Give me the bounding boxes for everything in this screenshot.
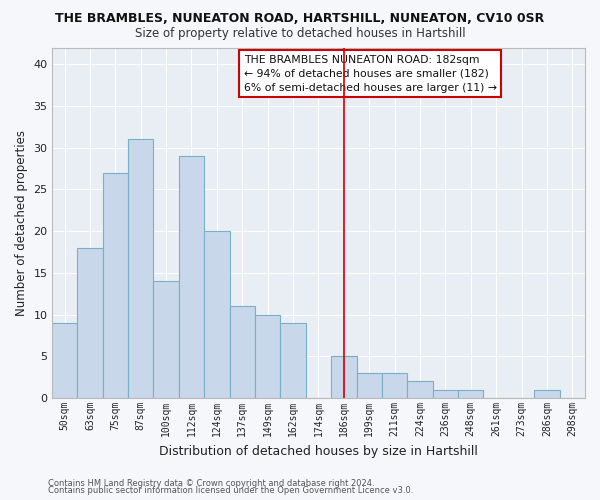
- Text: THE BRAMBLES, NUNEATON ROAD, HARTSHILL, NUNEATON, CV10 0SR: THE BRAMBLES, NUNEATON ROAD, HARTSHILL, …: [55, 12, 545, 26]
- Text: THE BRAMBLES NUNEATON ROAD: 182sqm
← 94% of detached houses are smaller (182)
6%: THE BRAMBLES NUNEATON ROAD: 182sqm ← 94%…: [244, 54, 497, 92]
- Bar: [52, 323, 77, 398]
- X-axis label: Distribution of detached houses by size in Hartshill: Distribution of detached houses by size …: [159, 444, 478, 458]
- Text: Size of property relative to detached houses in Hartshill: Size of property relative to detached ho…: [134, 28, 466, 40]
- Bar: [356, 373, 382, 398]
- Bar: [280, 323, 306, 398]
- Bar: [534, 390, 560, 398]
- Bar: [458, 390, 484, 398]
- Y-axis label: Number of detached properties: Number of detached properties: [15, 130, 28, 316]
- Bar: [433, 390, 458, 398]
- Bar: [382, 373, 407, 398]
- Text: Contains public sector information licensed under the Open Government Licence v3: Contains public sector information licen…: [48, 486, 413, 495]
- Text: Contains HM Land Registry data © Crown copyright and database right 2024.: Contains HM Land Registry data © Crown c…: [48, 478, 374, 488]
- Bar: [179, 156, 204, 398]
- Bar: [204, 231, 230, 398]
- Bar: [331, 356, 356, 398]
- Bar: [230, 306, 255, 398]
- Bar: [154, 282, 179, 398]
- Bar: [407, 382, 433, 398]
- Bar: [255, 314, 280, 398]
- Bar: [103, 172, 128, 398]
- Bar: [77, 248, 103, 398]
- Bar: [128, 140, 154, 398]
